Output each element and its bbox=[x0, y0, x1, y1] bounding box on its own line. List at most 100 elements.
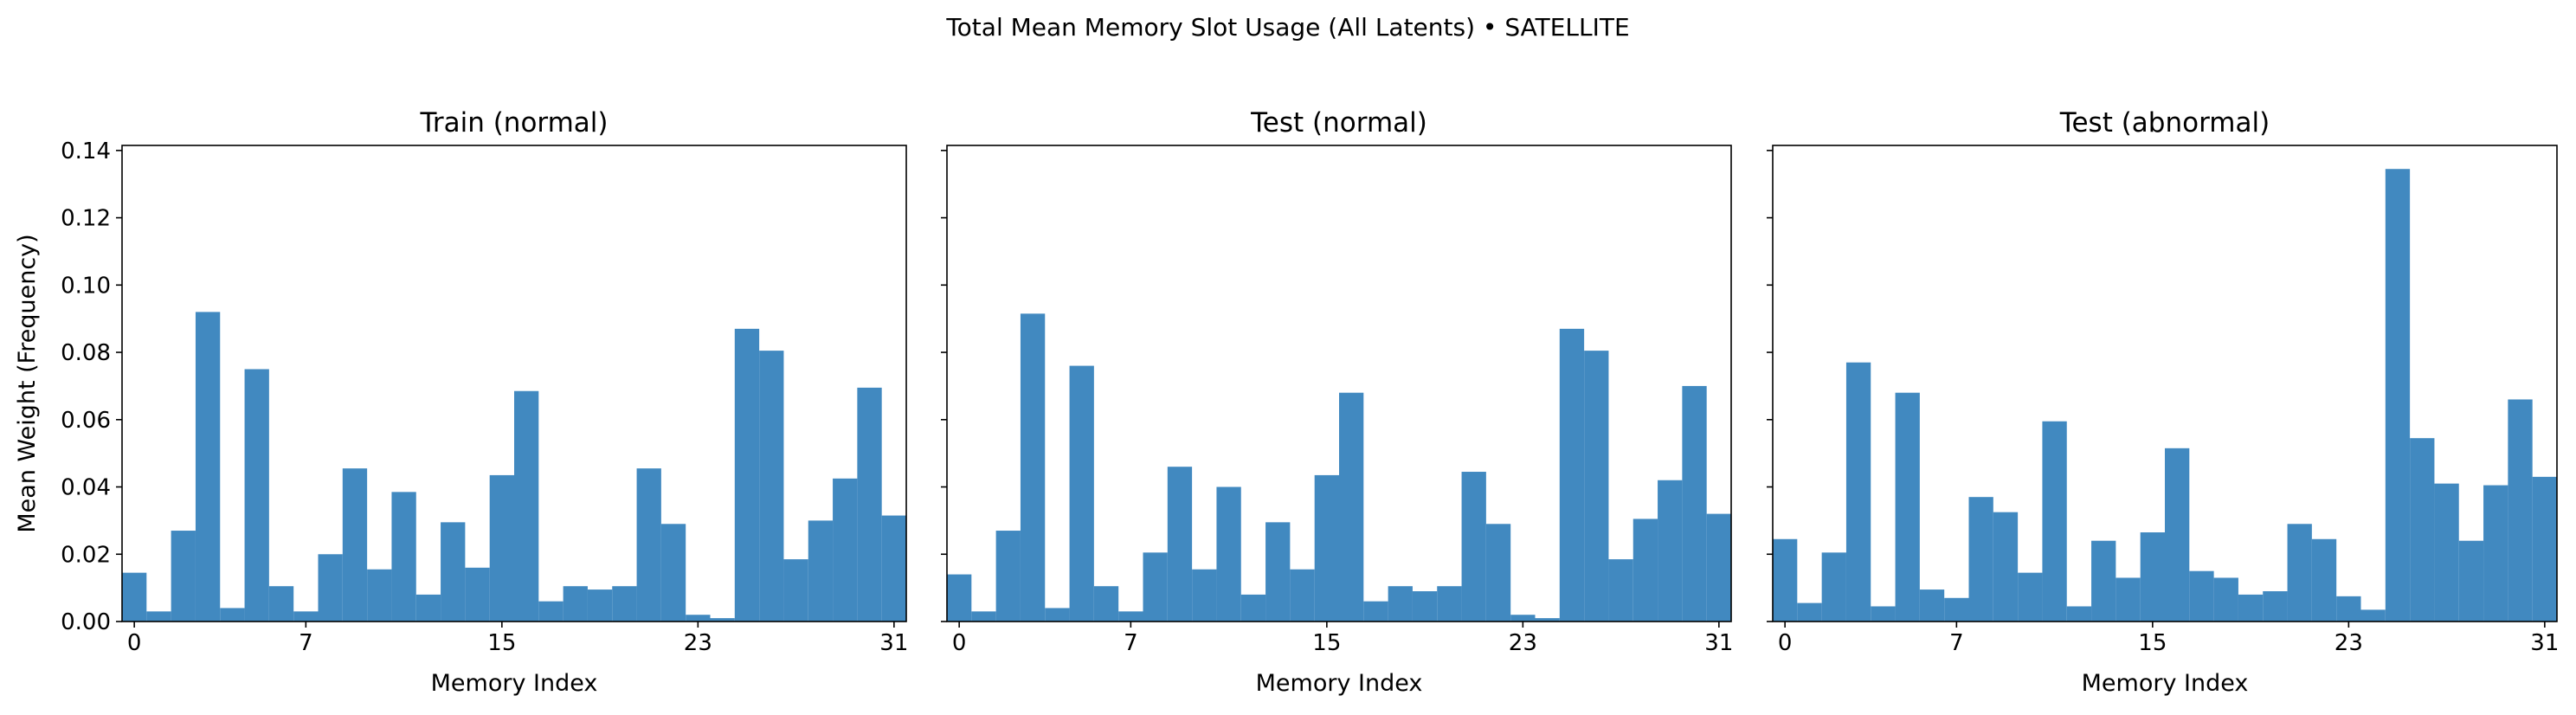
bar-slot-18 bbox=[563, 586, 588, 622]
y-tick-label: 0.00 bbox=[61, 609, 111, 635]
bar-slot-11 bbox=[391, 492, 416, 622]
bar-slot-15 bbox=[2140, 532, 2165, 622]
y-tick-label: 0.06 bbox=[61, 408, 111, 434]
bar-slot-9 bbox=[342, 468, 368, 622]
x-tick-label: 23 bbox=[684, 630, 712, 656]
bar-slot-17 bbox=[1363, 601, 1388, 622]
bar-slot-3 bbox=[1845, 362, 1871, 622]
bar-slot-29 bbox=[1658, 480, 1683, 622]
x-tick-label: 31 bbox=[2530, 630, 2559, 656]
bar-slot-17 bbox=[538, 601, 564, 622]
bar-slot-19 bbox=[1412, 591, 1438, 622]
bar-slot-10 bbox=[2018, 572, 2043, 622]
bar-slot-30 bbox=[1682, 385, 1707, 622]
bar-slot-8 bbox=[1143, 552, 1168, 622]
bar-slot-25 bbox=[2385, 169, 2411, 622]
x-tick-label: 31 bbox=[1704, 630, 1733, 656]
x-tick-label: 0 bbox=[952, 630, 967, 656]
bar-slot-30 bbox=[857, 387, 882, 622]
bar-slot-25 bbox=[1559, 328, 1585, 622]
bar-slot-0 bbox=[1773, 538, 1798, 622]
axes-frame bbox=[1772, 145, 2558, 622]
x-tick-label: 7 bbox=[1124, 630, 1138, 656]
bar-slot-21 bbox=[636, 468, 661, 622]
axes-frame bbox=[946, 145, 1732, 622]
bar-slot-10 bbox=[367, 569, 392, 622]
y-tick-label: 0.12 bbox=[61, 206, 111, 232]
x-tick-label: 23 bbox=[2334, 630, 2363, 656]
bar-slot-23 bbox=[686, 615, 711, 622]
bar-slot-26 bbox=[2410, 438, 2435, 622]
bar-slot-18 bbox=[2213, 577, 2238, 622]
bar-slot-1 bbox=[1797, 602, 1822, 622]
bar-slot-2 bbox=[995, 531, 1021, 622]
bar-slot-14 bbox=[465, 567, 490, 622]
bar-slot-22 bbox=[2311, 538, 2337, 622]
bar-slot-19 bbox=[2238, 594, 2264, 622]
bar-slot-6 bbox=[268, 586, 294, 622]
bar-slot-5 bbox=[244, 369, 269, 622]
x-tick-label: 15 bbox=[487, 630, 516, 656]
bar-slot-24 bbox=[710, 618, 735, 622]
axes-frame bbox=[121, 145, 907, 622]
bar-slot-15 bbox=[1314, 474, 1339, 622]
bar-slot-27 bbox=[783, 559, 808, 622]
bar-slot-22 bbox=[660, 524, 686, 622]
bar-slot-27 bbox=[1608, 559, 1633, 622]
subplot-1: 0 7 15 23 31 0.00 0.02 0.04 0.06 0.08 0.10 0.12 0.14… bbox=[14, 107, 908, 697]
bar-slot-15 bbox=[489, 474, 514, 622]
bar-slot-10 bbox=[1192, 569, 1217, 622]
subplot-title: Train (normal) bbox=[419, 107, 608, 138]
bar-slot-12 bbox=[2066, 606, 2092, 622]
bar-slot-27 bbox=[2434, 483, 2459, 622]
bar-slot-16 bbox=[1339, 392, 1364, 622]
bar-slot-7 bbox=[293, 611, 319, 622]
bar-slot-20 bbox=[1437, 586, 1462, 622]
bar-slot-29 bbox=[833, 478, 858, 622]
bar-slot-1 bbox=[971, 611, 996, 622]
bar-slot-13 bbox=[2091, 540, 2116, 622]
x-tick-label: 7 bbox=[1949, 630, 1964, 656]
bar-slot-22 bbox=[1485, 524, 1511, 622]
bar-slot-5 bbox=[1895, 392, 1920, 622]
x-axis-label: Memory Index bbox=[2082, 670, 2249, 697]
bar-slot-9 bbox=[1167, 467, 1193, 622]
bar-slot-23 bbox=[2336, 596, 2361, 622]
bar-slot-3 bbox=[195, 312, 221, 622]
bar-slot-0 bbox=[947, 574, 972, 622]
bar-slot-3 bbox=[1020, 313, 1046, 622]
x-tick-label: 0 bbox=[1778, 630, 1793, 656]
bar-slot-28 bbox=[1633, 519, 1658, 622]
bar-slot-31 bbox=[1706, 513, 1731, 622]
bar-slot-20 bbox=[612, 586, 637, 622]
bar-slot-19 bbox=[587, 589, 613, 622]
figure-suptitle: Total Mean Memory Slot Usage (All Latent… bbox=[945, 13, 1629, 42]
subplot-title: Test (abnormal) bbox=[2059, 107, 2270, 138]
bar-slot-16 bbox=[514, 390, 539, 622]
bar-slot-5 bbox=[1069, 365, 1094, 622]
bar-slot-26 bbox=[759, 351, 784, 622]
bar-slot-18 bbox=[1388, 586, 1413, 622]
bar-slot-2 bbox=[1821, 552, 1846, 622]
bar-slot-16 bbox=[2165, 448, 2190, 622]
y-tick-label: 0.02 bbox=[61, 542, 111, 568]
bar-slot-8 bbox=[1968, 497, 1993, 622]
subplot-title: Test (normal) bbox=[1250, 107, 1427, 138]
bar-slot-17 bbox=[2189, 570, 2214, 622]
subplot-3: 0 7 15 23 31 Test (abnormal) Memory Index bbox=[1767, 107, 2559, 697]
bar-slot-0 bbox=[122, 572, 147, 622]
subplot-panels: 0 7 15 23 31 0.00 0.02 0.04 0.06 0.08 0.10 0.12 0.14… bbox=[14, 107, 2559, 697]
bar-slot-21 bbox=[1461, 472, 1486, 622]
x-axis-label: Memory Index bbox=[1256, 670, 1423, 697]
x-tick-label: 7 bbox=[299, 630, 313, 656]
bar-slot-14 bbox=[1290, 569, 1315, 622]
bar-slot-4 bbox=[1045, 608, 1070, 622]
y-axis-label: Mean Weight (Frequency) bbox=[14, 234, 41, 532]
bar-slot-28 bbox=[808, 520, 834, 622]
bar-slot-12 bbox=[415, 594, 441, 622]
bar-slot-13 bbox=[441, 522, 466, 622]
bar-slot-8 bbox=[318, 554, 343, 622]
y-tick-label: 0.08 bbox=[61, 340, 111, 366]
x-tick-label: 15 bbox=[1312, 630, 1341, 656]
